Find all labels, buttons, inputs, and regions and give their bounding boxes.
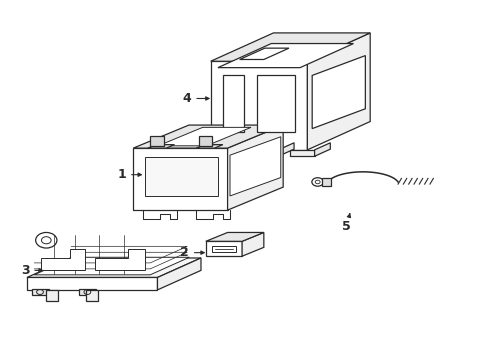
- Polygon shape: [311, 55, 365, 129]
- Polygon shape: [27, 278, 157, 290]
- Text: 2: 2: [180, 246, 204, 259]
- Polygon shape: [79, 289, 96, 295]
- Polygon shape: [158, 127, 250, 146]
- Polygon shape: [314, 143, 329, 156]
- Polygon shape: [95, 249, 145, 270]
- Polygon shape: [145, 157, 218, 196]
- Polygon shape: [150, 136, 163, 146]
- Polygon shape: [147, 145, 174, 148]
- Polygon shape: [157, 258, 201, 290]
- Polygon shape: [290, 150, 314, 156]
- Polygon shape: [254, 150, 278, 156]
- Polygon shape: [205, 233, 264, 241]
- Polygon shape: [133, 125, 283, 148]
- Polygon shape: [34, 257, 189, 275]
- Polygon shape: [223, 76, 244, 132]
- Text: 3: 3: [20, 264, 42, 277]
- Polygon shape: [205, 241, 242, 256]
- Polygon shape: [307, 33, 369, 150]
- Polygon shape: [239, 48, 288, 59]
- Polygon shape: [239, 143, 255, 156]
- Text: 5: 5: [342, 214, 350, 233]
- Polygon shape: [321, 179, 330, 185]
- Polygon shape: [32, 289, 49, 295]
- Polygon shape: [41, 249, 85, 270]
- Polygon shape: [229, 137, 280, 196]
- Polygon shape: [27, 258, 201, 278]
- Polygon shape: [133, 148, 227, 210]
- Polygon shape: [242, 233, 264, 256]
- Polygon shape: [256, 76, 295, 132]
- Polygon shape: [278, 143, 293, 156]
- Text: 1: 1: [117, 168, 141, 181]
- Polygon shape: [215, 150, 239, 156]
- Polygon shape: [218, 44, 353, 68]
- Polygon shape: [210, 61, 307, 150]
- Polygon shape: [227, 125, 283, 210]
- Text: 4: 4: [182, 92, 209, 105]
- Polygon shape: [211, 246, 236, 252]
- Polygon shape: [210, 33, 369, 61]
- Polygon shape: [46, 290, 58, 301]
- Polygon shape: [85, 290, 98, 301]
- Polygon shape: [198, 136, 212, 146]
- Polygon shape: [196, 145, 223, 148]
